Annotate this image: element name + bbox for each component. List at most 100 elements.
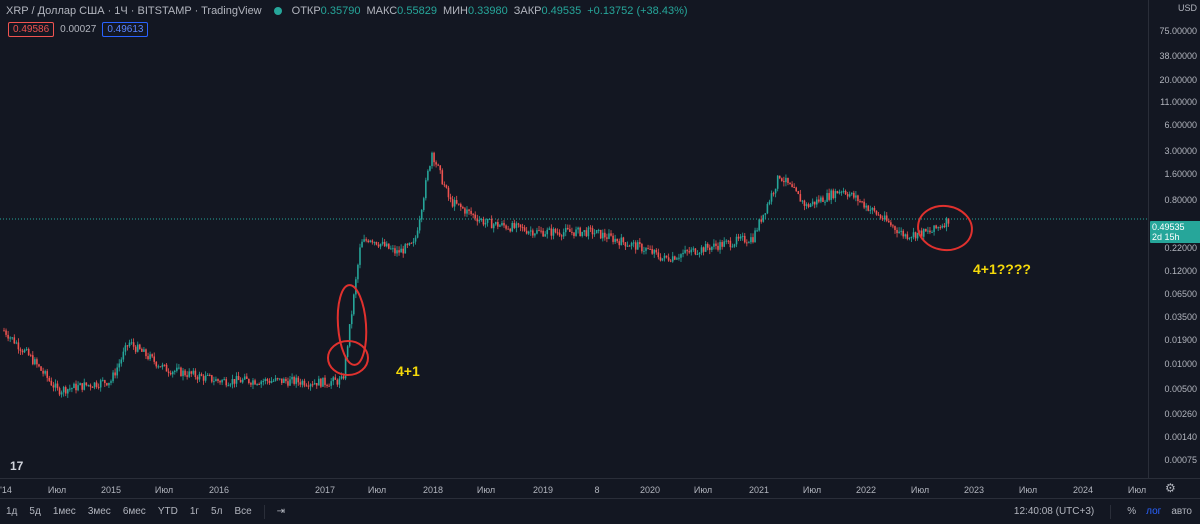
candle-body (776, 175, 779, 189)
time-axis[interactable]: '14 Июл 2015 Июл 2016 2017 Июл 2018 Июл 2019 8 2020… (0, 478, 1200, 499)
candle-body (114, 372, 116, 376)
candle-body (774, 188, 777, 194)
candle-body (332, 377, 335, 382)
candle-body (330, 381, 332, 386)
candle-body (422, 198, 425, 210)
candle-body (213, 381, 215, 383)
candle-body (355, 279, 357, 295)
candle-body (447, 187, 450, 198)
candle-body (297, 377, 300, 383)
date-range-icon[interactable]: ⇥ (276, 506, 286, 517)
candle-body (914, 232, 917, 239)
candle-body (676, 258, 678, 260)
candle-body (706, 243, 709, 248)
auto-toggle[interactable]: авто (1171, 506, 1192, 517)
range-button[interactable]: 5л (211, 506, 223, 517)
candle-body (925, 228, 927, 232)
candle-body (299, 382, 302, 385)
time-tick-label: 2024 (1072, 485, 1094, 495)
candle-body (97, 386, 100, 388)
candle-body (89, 384, 92, 387)
candle-body (855, 195, 857, 198)
range-button[interactable]: Все (234, 506, 252, 517)
candle-body (632, 242, 635, 244)
candle-body (328, 385, 330, 387)
candle-body (639, 242, 641, 244)
candle-body (507, 228, 509, 230)
candle-body (708, 247, 711, 250)
price-tick-label: 1.60000 (1164, 169, 1197, 180)
candle-body (211, 375, 213, 382)
range-button[interactable]: YTD (157, 506, 178, 517)
candle-body (353, 294, 355, 315)
candle-body (194, 370, 197, 378)
candle-body (149, 354, 151, 360)
candle-body (799, 194, 802, 202)
candle-body (225, 379, 228, 386)
range-button[interactable]: 6мес (122, 506, 146, 517)
gear-icon[interactable]: ⚙ (1165, 481, 1176, 495)
price-axis[interactable]: USD 75.00000 38.00000 20.00000 11.00000 6.00… (1148, 0, 1200, 478)
candle-body (147, 356, 149, 360)
range-buttons: 1д 5д 1мес 3мес 6мес YTD 1г 5л Все (0, 506, 258, 517)
candle-body (760, 219, 763, 222)
candle-body (519, 224, 522, 228)
candle-body (270, 381, 273, 383)
sell-price-button[interactable]: 0.49586 (8, 22, 55, 37)
annotation-circle-tall (336, 284, 368, 366)
candle-body (344, 356, 347, 379)
candle-body (416, 230, 419, 238)
candle-body (820, 197, 822, 202)
candle-body (381, 241, 384, 244)
candle-body (365, 239, 367, 241)
candle-body (406, 244, 409, 246)
candle-body (274, 378, 277, 381)
candle-body (246, 376, 248, 379)
candle-body (850, 192, 853, 195)
log-toggle[interactable]: лог (1146, 506, 1162, 517)
candle-body (684, 250, 686, 253)
candle-body (737, 236, 740, 239)
candle-body (935, 225, 937, 229)
candle-body (258, 383, 260, 385)
range-button[interactable]: 1д (6, 506, 18, 517)
price-chart[interactable] (0, 0, 1148, 478)
candle-body (818, 199, 820, 202)
tradingview-logo[interactable]: 17 (10, 459, 24, 473)
candle-body (311, 384, 314, 386)
candle-body (877, 214, 880, 216)
range-button[interactable]: 1мес (52, 506, 76, 517)
divider (1110, 504, 1112, 519)
candle-body (29, 355, 32, 357)
candle-body (583, 230, 586, 232)
range-button[interactable]: 5д (29, 506, 41, 517)
candle-body (556, 232, 559, 234)
time-tick-label: 2023 (963, 485, 985, 495)
candle-body (77, 385, 79, 391)
range-button[interactable]: 3мес (87, 506, 111, 517)
candle-body (715, 243, 717, 246)
percent-toggle[interactable]: % (1127, 506, 1137, 517)
ohlc-item: МАКС0.55829 (366, 5, 437, 17)
candle-body (674, 256, 676, 260)
buy-price-button[interactable]: 0.49613 (102, 22, 149, 37)
symbol-title[interactable]: XRP / Доллар США · 1Ч · BITSTAMP · Tradi… (6, 5, 262, 17)
candle-body (56, 383, 59, 389)
candle-body (688, 251, 691, 253)
candle-body (488, 218, 491, 220)
candle-body (136, 344, 139, 352)
candle-body (40, 366, 42, 371)
candle-body (196, 377, 199, 380)
candle-body (552, 228, 555, 236)
clock-time[interactable]: 12:40:08 (UTC+3) (1013, 506, 1095, 517)
time-tick-label: 2017 (314, 485, 336, 495)
range-button[interactable]: 1г (189, 506, 200, 517)
candle-body (783, 180, 785, 183)
candle-body (754, 230, 756, 243)
candle-body (626, 245, 629, 247)
candle-body (480, 218, 483, 220)
candle-body (32, 355, 34, 365)
candle-body (577, 227, 579, 230)
annotation-left: 4+1 (396, 363, 420, 379)
